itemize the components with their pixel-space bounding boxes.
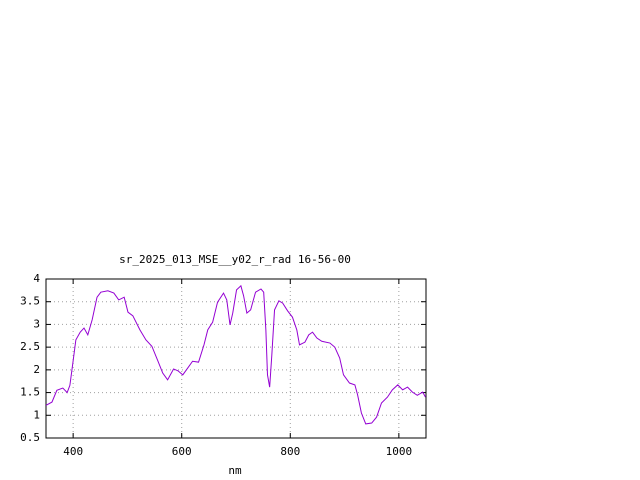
y-tick-label: 3.5	[20, 295, 40, 308]
y-tick-label: 3	[33, 317, 40, 330]
y-tick-label: 2.5	[20, 340, 40, 353]
y-tick-label: 0.5	[20, 431, 40, 444]
x-tick-label: 400	[63, 445, 83, 458]
plot-frame	[45, 278, 427, 439]
x-tick-label: 800	[280, 445, 300, 458]
data-line	[45, 284, 426, 425]
grid	[46, 278, 426, 439]
x-tick-label: 1000	[386, 445, 413, 458]
y-tick-label: 1.5	[20, 386, 40, 399]
y-tick-label: 1	[33, 408, 40, 421]
x-axis-label: nm	[228, 464, 242, 477]
chart-title: sr_2025_013_MSE__y02_r_rad 16-56-00	[119, 253, 351, 266]
y-tick-label: 4	[33, 272, 40, 285]
y-tick-label: 2	[33, 363, 40, 376]
x-tick-label: 600	[172, 445, 192, 458]
